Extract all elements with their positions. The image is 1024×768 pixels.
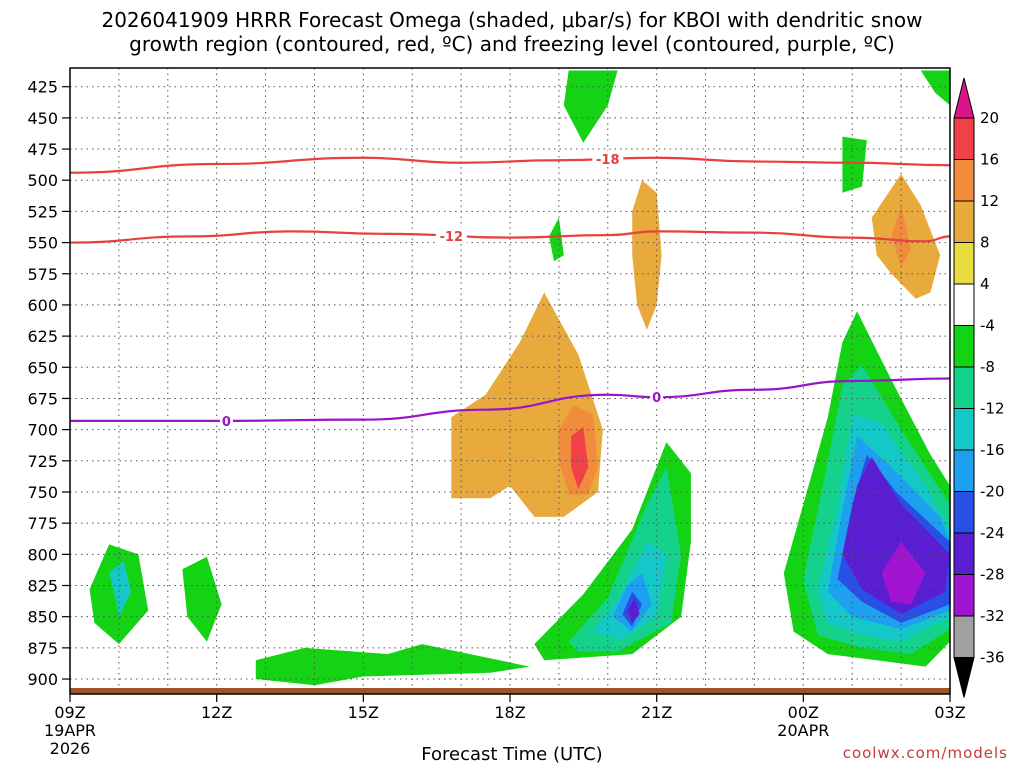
y-tick-label-550: 550 <box>27 234 58 253</box>
omega-region-15-band--4 <box>549 217 564 262</box>
pressure-axis: 425 450 475 500 525 550 575 600 625 650 675 700 725 7… <box>27 78 70 689</box>
y-tick-label-425: 425 <box>27 78 58 97</box>
y-tick-label-475: 475 <box>27 140 58 159</box>
omega-region-32-band--28 <box>881 541 926 605</box>
y-tick-label-750: 750 <box>27 483 58 502</box>
temperature-contours: -18 -12 0 0 <box>69 151 951 430</box>
colorbar-band--32-to--28 <box>953 574 975 617</box>
colorbar-label--32: -32 <box>980 607 1005 625</box>
x-tick-label-09Z: 09Z <box>54 703 85 722</box>
omega-region-12-band--4 <box>563 70 618 143</box>
omega-region-13-band--4 <box>920 70 950 106</box>
x-tick-year-09Z: 2026 <box>50 739 91 758</box>
colorbar-bottom-arrow <box>953 657 975 698</box>
x-tick-label-03Z: 03Z <box>934 703 965 722</box>
x-tick-label-18Z: 18Z <box>494 703 525 722</box>
contour-freezing-level-0 <box>69 377 951 423</box>
y-tick-label-900: 900 <box>27 670 58 689</box>
colorbar-label--4: -4 <box>980 317 995 335</box>
y-tick-label-525: 525 <box>27 202 58 221</box>
x-tick-label-00Z: 00Z <box>788 703 819 722</box>
contour-dgz-minus-18 <box>69 156 951 174</box>
y-tick-label-700: 700 <box>27 421 58 440</box>
contour-dgz-minus-12 <box>69 230 951 244</box>
omega-region-6-band-4 <box>920 74 950 118</box>
y-tick-label-575: 575 <box>27 265 58 284</box>
colorbar-band--12-to--8 <box>953 366 975 409</box>
colorbar-label--36: -36 <box>980 649 1005 667</box>
colorbar-band--16-to--12 <box>953 408 975 451</box>
y-tick-label-800: 800 <box>27 545 58 564</box>
y-tick-label-450: 450 <box>27 109 58 128</box>
y-tick-label-600: 600 <box>27 296 58 315</box>
y-tick-label-650: 650 <box>27 358 58 377</box>
y-tick-label-825: 825 <box>27 577 58 596</box>
contour-label-dgz-minus-18-0: -18 <box>596 153 620 168</box>
credit-link[interactable]: coolwx.com/models <box>842 744 1008 762</box>
colorbar-label-16: 16 <box>980 151 999 169</box>
x-tick-label-15Z: 15Z <box>348 703 379 722</box>
x-tick-label-21Z: 21Z <box>641 703 672 722</box>
omega-colorbar: 20 16 12 8 4 -4 -8 -12 -16 -20 -24 -28 -32 -36 <box>953 77 1005 698</box>
colorbar-band-4-to-8 <box>953 242 975 285</box>
omega-region-17-band--12 <box>109 560 132 617</box>
chart-title-line-1: 2026041909 HRRR Forecast Omega (shaded, … <box>101 8 923 32</box>
colorbar-label-8: 8 <box>980 234 990 252</box>
omega-region-5-band-16 <box>571 427 589 490</box>
colorbar-label-12: 12 <box>980 192 999 210</box>
colorbar-band--8-to--4 <box>953 325 975 368</box>
x-tick-date-09Z: 19APR <box>44 721 96 740</box>
colorbar-label--16: -16 <box>980 441 1005 459</box>
contour-label-freezing-level-0-0: 0 <box>222 415 231 430</box>
colorbar-label--24: -24 <box>980 524 1005 542</box>
omega-region-1-band-8 <box>632 180 662 330</box>
x-tick-label-12Z: 12Z <box>201 703 232 722</box>
dotted-grid <box>70 68 950 694</box>
colorbar-band-8-to-12 <box>953 200 975 243</box>
y-tick-label-675: 675 <box>27 389 58 408</box>
colorbar-label-4: 4 <box>980 275 990 293</box>
contour-label-bg-dgz-minus-12-0 <box>435 227 467 244</box>
omega-region-2-band-4 <box>187 236 638 611</box>
colorbar-top-arrow <box>953 77 975 119</box>
contour-label-bg-freezing-level-0-0 <box>219 412 233 429</box>
omega-region-11-band-4 <box>485 70 530 91</box>
colorbar-label--8: -8 <box>980 358 995 376</box>
colorbar-label--28: -28 <box>980 566 1005 584</box>
colorbar-label--20: -20 <box>980 483 1005 501</box>
contour-label-freezing-level-0-1: 0 <box>652 391 661 406</box>
colorbar-band--36-to--32 <box>953 615 975 658</box>
colorbar-label--12: -12 <box>980 400 1005 418</box>
omega-region-18-band--4 <box>182 556 222 642</box>
colorbar-band-12-to-16 <box>953 159 975 202</box>
y-tick-label-725: 725 <box>27 452 58 471</box>
y-tick-label-875: 875 <box>27 639 58 658</box>
contour-label-dgz-minus-12-0: -12 <box>440 230 464 245</box>
chart-title-line-2: growth region (contoured, red, ºC) and f… <box>129 32 895 56</box>
x-axis-label: Forecast Time (UTC) <box>421 744 603 765</box>
y-tick-label-850: 850 <box>27 608 58 627</box>
colorbar-band--20-to--16 <box>953 449 975 492</box>
omega-region-9-band-12 <box>891 205 911 268</box>
colorbar-label-20: 20 <box>980 109 999 127</box>
x-tick-date-00Z: 20APR <box>777 721 829 740</box>
contour-label-bg-dgz-minus-18-0 <box>592 151 624 168</box>
colorbar-band--4-to-4 <box>953 283 975 326</box>
terrain-ground-strip <box>70 688 950 694</box>
colorbar-band--28-to--24 <box>953 532 975 575</box>
y-tick-label-625: 625 <box>27 327 58 346</box>
colorbar-band-16-to-20 <box>953 117 975 160</box>
contour-label-bg-freezing-level-0-1 <box>650 389 664 406</box>
omega-region-19-band--4 <box>255 644 530 686</box>
colorbar-band--24-to--20 <box>953 491 975 534</box>
y-tick-label-775: 775 <box>27 514 58 533</box>
y-tick-label-500: 500 <box>27 171 58 190</box>
omega-region-14-band--4 <box>842 136 867 193</box>
